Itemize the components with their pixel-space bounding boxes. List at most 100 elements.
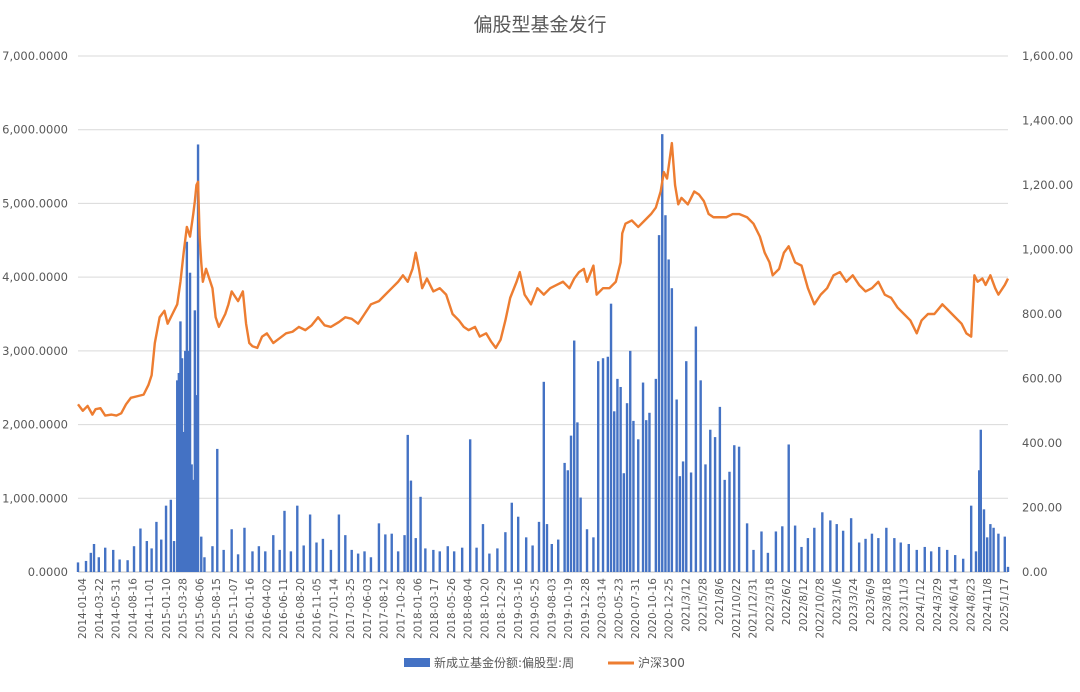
- x-tick-label: 2024/3/29: [932, 578, 944, 632]
- right-tick-label: 0.00: [1022, 565, 1048, 579]
- bar: [185, 241, 189, 572]
- x-tick-label: 2021/12/31: [748, 578, 760, 639]
- x-tick-label: 2018-03-17: [429, 578, 441, 639]
- bar: [414, 538, 417, 572]
- bar: [592, 537, 595, 572]
- chart-title: 偏股型基金发行: [473, 14, 606, 36]
- bar: [675, 399, 678, 572]
- bar: [800, 546, 803, 572]
- x-tick-label: 2024/11/8: [982, 578, 994, 632]
- bar: [893, 538, 896, 572]
- bar: [961, 558, 965, 572]
- bar: [563, 462, 566, 572]
- bar: [877, 538, 880, 572]
- bar: [1003, 536, 1006, 572]
- bar: [272, 535, 275, 572]
- bar: [982, 509, 986, 572]
- bar: [481, 524, 485, 572]
- bar: [929, 551, 933, 572]
- x-tick-label: 2014-11-01: [144, 578, 156, 639]
- bar: [632, 420, 635, 572]
- bar: [806, 538, 810, 572]
- bar: [396, 551, 400, 572]
- bar: [308, 514, 312, 572]
- right-axis: 0.00 200.00 400.00 600.00 800.00 1,000.00 1,20…: [1022, 49, 1073, 579]
- bar: [296, 505, 299, 572]
- bar: [787, 444, 790, 572]
- bar: [84, 560, 88, 572]
- bar: [969, 505, 973, 572]
- right-tick-label: 800.00: [1022, 307, 1062, 321]
- bar: [781, 526, 784, 572]
- bar: [179, 321, 182, 572]
- bar: [200, 536, 203, 572]
- bar: [222, 549, 225, 572]
- bar: [192, 479, 195, 572]
- legend-label-line: 沪深300: [638, 656, 685, 670]
- bar: [977, 470, 981, 572]
- bar: [606, 356, 610, 572]
- bar: [537, 521, 541, 572]
- bar: [829, 520, 832, 572]
- x-tick-label: 2019-12-28: [580, 578, 592, 639]
- x-tick-label: 2023/6/9: [865, 578, 877, 625]
- x-tick-label: 2024/6/14: [949, 578, 961, 632]
- x-tick-label: 2015-01-10: [161, 578, 173, 639]
- bar: [625, 403, 629, 572]
- bar: [172, 541, 176, 572]
- bar: [997, 533, 1000, 572]
- bar: [841, 530, 845, 572]
- bar: [728, 471, 731, 572]
- left-tick-label: 5,000.0000: [2, 196, 68, 210]
- bar: [182, 431, 185, 572]
- bar: [264, 551, 267, 572]
- bar: [356, 553, 360, 572]
- left-tick-label: 3,000.0000: [2, 344, 68, 358]
- bar: [216, 448, 219, 572]
- bar: [664, 215, 667, 572]
- bar: [545, 524, 549, 572]
- bar: [193, 310, 197, 572]
- bar: [654, 378, 658, 572]
- bar: [681, 461, 685, 572]
- bar: [76, 562, 80, 572]
- bar: [369, 557, 373, 572]
- x-tick-label: 2020-12-25: [664, 578, 676, 639]
- bar: [184, 350, 187, 572]
- bar: [531, 545, 534, 572]
- bar: [516, 516, 520, 572]
- x-tick-label: 2016-06-11: [278, 578, 290, 639]
- bar: [243, 527, 246, 572]
- bar: [849, 518, 853, 572]
- x-tick-label: 2023/3/24: [848, 578, 860, 632]
- bar: [424, 548, 427, 572]
- bar: [180, 358, 184, 572]
- x-tick-label: 2018-12-29: [496, 578, 508, 639]
- bar: [196, 144, 200, 572]
- right-tick-label: 600.00: [1022, 372, 1062, 386]
- x-tick-label: 2017-06-03: [362, 578, 374, 639]
- bar: [257, 546, 261, 572]
- bar: [406, 434, 409, 572]
- left-tick-label: 4,000.0000: [2, 270, 68, 284]
- bar: [864, 538, 867, 572]
- bar: [195, 395, 198, 572]
- bar: [460, 547, 464, 572]
- bar: [155, 521, 158, 572]
- bar: [793, 525, 797, 572]
- bar: [145, 541, 149, 572]
- bar: [573, 340, 576, 572]
- bar: [709, 429, 712, 572]
- bar: [566, 470, 570, 572]
- bar: [597, 361, 600, 572]
- bar: [678, 476, 682, 572]
- bar: [139, 528, 142, 572]
- x-tick-label: 2023/1/6: [831, 578, 843, 625]
- x-tick-label: 2015-03-28: [178, 578, 190, 639]
- bar: [468, 439, 472, 572]
- bar: [377, 523, 381, 572]
- x-tick-label: 2024/8/23: [965, 578, 977, 632]
- bar: [419, 496, 422, 572]
- left-axis: 0.0000 1,000.0000 2,000.0000 3,000.0000 4,00…: [2, 49, 68, 579]
